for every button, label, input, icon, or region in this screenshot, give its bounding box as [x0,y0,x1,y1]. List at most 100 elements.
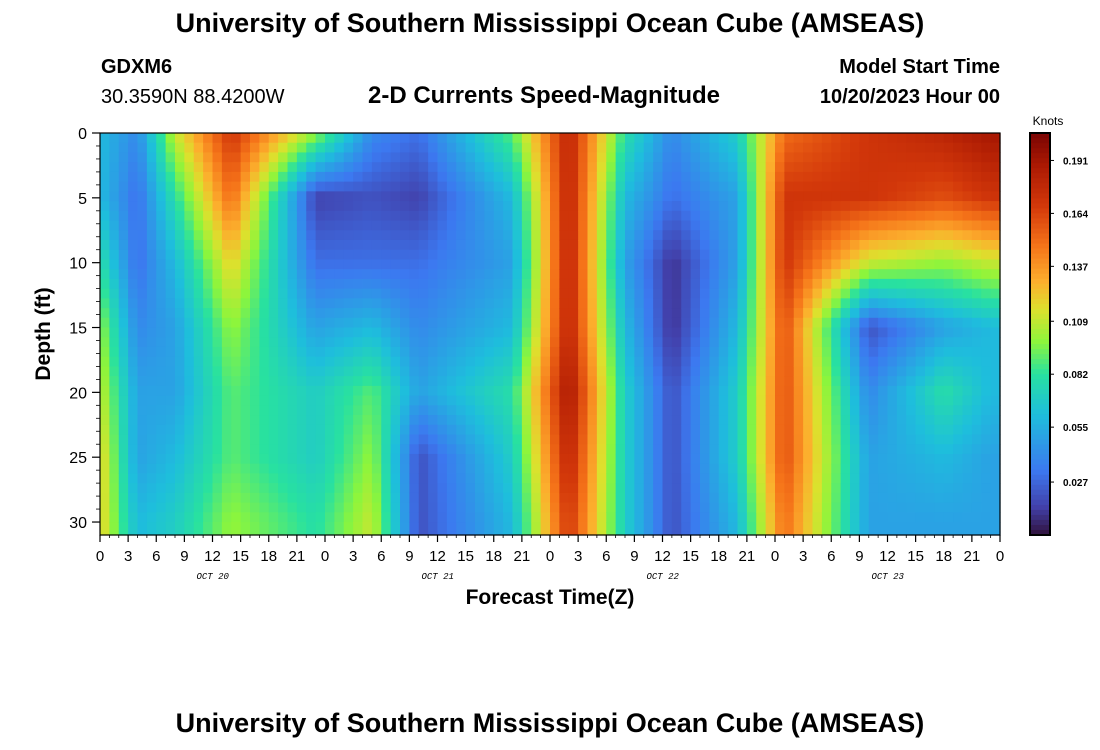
heatmap-cell [971,463,982,475]
heatmap-cell [568,152,579,163]
heatmap-cell [278,191,289,202]
heatmap-cell [596,531,607,536]
heatmap-cell [503,239,514,251]
heatmap-cell [868,269,879,280]
heatmap-cell [793,308,804,319]
heatmap-cell [728,356,739,368]
heatmap-cell [887,210,898,222]
heatmap-cell [315,162,326,173]
heatmap-cell [165,395,176,406]
heatmap-cell [887,356,898,368]
heatmap-cell [859,492,870,504]
colorbar-segment [1030,208,1050,215]
x-tick-label: 18 [485,548,502,565]
heatmap-cell [343,473,354,484]
heatmap-cell [896,278,907,290]
heatmap-cell [840,444,851,455]
heatmap-cell [962,191,973,202]
heatmap-cell [737,317,748,329]
heatmap-cell [203,298,214,309]
heatmap-cell [512,220,523,231]
heatmap-cell [362,356,373,368]
heatmap-cell [390,463,401,475]
heatmap-cell [409,239,420,251]
heatmap-cell [765,171,776,183]
heatmap-cell [887,298,898,309]
heatmap-cell [812,346,823,358]
heatmap-cell [653,249,664,261]
heatmap-cell [925,453,935,465]
heatmap-cell [446,152,457,163]
heatmap-cell [137,531,148,536]
heatmap-cell [550,220,560,231]
heatmap-cell [400,259,410,270]
heatmap-cell [587,531,598,536]
heatmap-cell [906,201,917,212]
heatmap-cell [671,415,682,426]
heatmap-cell [503,444,514,455]
heatmap-cell [540,152,551,163]
heatmap-cell [671,327,682,338]
heatmap-cell [718,492,729,504]
heatmap-cell [868,424,879,436]
heatmap-cell [193,269,204,280]
heatmap-cell [381,395,392,406]
heatmap-cell [100,269,110,280]
heatmap-cell [962,385,973,397]
heatmap-cell [446,133,457,144]
heatmap-cell [850,298,860,309]
heatmap-cell [343,133,354,144]
heatmap-cell [859,191,870,202]
heatmap-cell [362,308,373,319]
heatmap-cell [821,259,832,270]
heatmap-cell [718,288,729,299]
heatmap-cell [728,434,739,445]
heatmap-cell [418,142,429,154]
heatmap-cell [128,531,139,536]
heatmap-cell [934,502,945,513]
colorbar-segment [1030,178,1050,184]
x-tick-label: 3 [574,548,582,565]
heatmap-cell [878,210,889,222]
heatmap-cell [756,502,767,513]
heatmap-cell [878,239,889,251]
heatmap-cell [512,142,523,154]
heatmap-cell [278,483,289,494]
heatmap-cell [231,210,242,222]
heatmap-cell [737,444,748,455]
heatmap-cell [165,424,176,436]
heatmap-cell [971,327,982,338]
heatmap-cell [784,434,795,445]
heatmap-cell [840,346,851,358]
heatmap-cell [981,191,992,202]
heatmap-cell [493,278,504,290]
heatmap-cell [550,152,560,163]
heatmap-cell [596,444,607,455]
heatmap-cell [859,171,870,183]
heatmap-cell [531,269,542,280]
heatmap-cell [784,356,795,368]
heatmap-cell [446,463,457,475]
heatmap-cell [428,522,439,533]
heatmap-cell [578,230,589,241]
heatmap-cell [184,269,195,280]
heatmap-cell [662,415,673,426]
heatmap-cell [990,230,1001,241]
heatmap-cell [540,142,551,154]
heatmap-cell [737,376,748,387]
heatmap-cell [840,356,851,368]
heatmap-cell [859,512,870,523]
heatmap-cell [775,259,785,270]
heatmap-cell [925,337,935,348]
heatmap-cell [971,346,982,358]
heatmap-cell [362,220,373,231]
heatmap-cell [868,512,879,523]
heatmap-cell [390,317,401,329]
heatmap-cell [278,259,289,270]
heatmap-cell [765,473,776,484]
heatmap-cell [587,473,598,484]
heatmap-cell [746,201,757,212]
heatmap-cell [428,395,439,406]
heatmap-cell [212,191,223,202]
heatmap-cell [540,327,551,338]
